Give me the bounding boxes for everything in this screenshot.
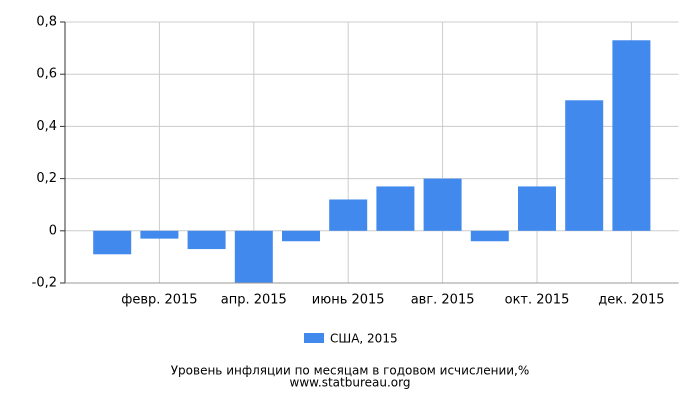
x-tick-label: авг. 2015 bbox=[411, 293, 475, 308]
chart-title: Уровень инфляции по месяцам в годовом ис… bbox=[171, 364, 530, 378]
y-tick-label: 0,8 bbox=[36, 15, 57, 30]
bar bbox=[187, 230, 226, 250]
bar bbox=[93, 230, 132, 255]
x-tick-label: июнь 2015 bbox=[312, 293, 385, 308]
bar bbox=[423, 178, 462, 231]
x-tick-label: дек. 2015 bbox=[598, 293, 664, 308]
legend-swatch bbox=[304, 333, 324, 343]
x-tick-label: окт. 2015 bbox=[505, 293, 570, 308]
bar bbox=[234, 230, 273, 283]
bar bbox=[329, 199, 368, 231]
y-tick-label: 0,2 bbox=[36, 171, 57, 186]
bar bbox=[565, 100, 604, 231]
y-tick-label: 0,6 bbox=[36, 67, 57, 82]
y-tick-label: -0,2 bbox=[32, 276, 57, 291]
bar bbox=[518, 186, 556, 231]
bar bbox=[140, 230, 179, 239]
y-tick-label: 0,4 bbox=[36, 119, 57, 134]
source: www.statbureau.org bbox=[290, 376, 411, 390]
bar bbox=[612, 40, 651, 231]
y-tick-label: 0 bbox=[49, 223, 57, 238]
legend-label: США, 2015 bbox=[330, 332, 398, 346]
x-tick-label: апр. 2015 bbox=[221, 293, 287, 308]
bar bbox=[282, 230, 320, 242]
x-tick-label: февр. 2015 bbox=[121, 293, 197, 308]
bar bbox=[470, 230, 509, 242]
bar bbox=[376, 186, 415, 231]
